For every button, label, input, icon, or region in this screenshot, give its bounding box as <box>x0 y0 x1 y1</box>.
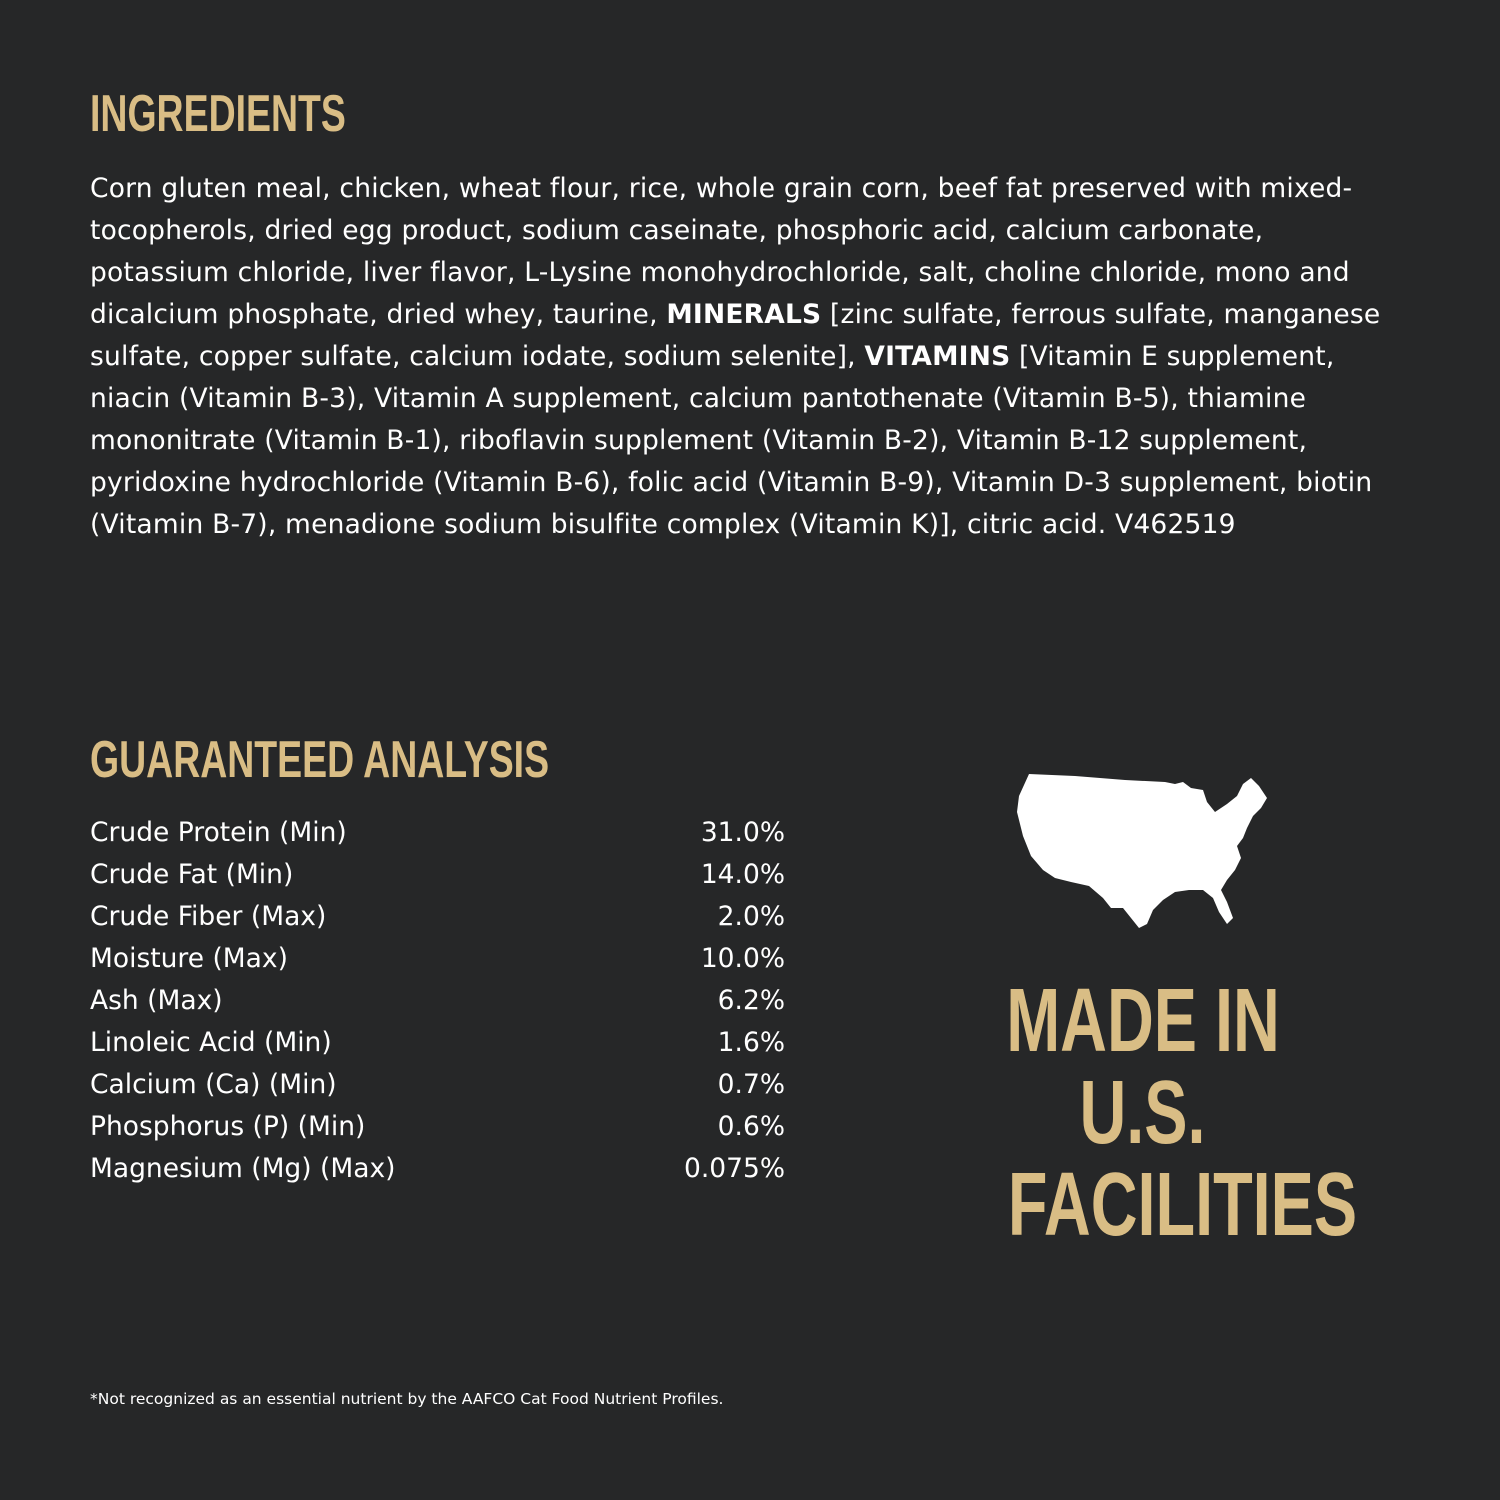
nutrient-label: Ash (Max) <box>90 985 223 1016</box>
ingredients-part-2: [zinc sulfate, ferrous sulfate, manganes… <box>90 299 1381 372</box>
nutrient-label: Phosphorus (P) (Min) <box>90 1111 366 1142</box>
nutrient-value: 31.0% <box>700 817 785 848</box>
nutrient-value: 0.6% <box>717 1111 785 1142</box>
table-row: Linoleic Acid (Min) 1.6% <box>90 1022 785 1064</box>
ingredients-text: Corn gluten meal, chicken, wheat flour, … <box>90 168 1390 546</box>
nutrient-label: Crude Fat (Min) <box>90 859 294 890</box>
badge-line-3: FACILITIES <box>1007 1155 1358 1255</box>
nutrient-label: Moisture (Max) <box>90 943 288 974</box>
nutrient-value: 2.0% <box>717 901 785 932</box>
table-row: Moisture (Max) 10.0% <box>90 938 785 980</box>
table-row: Phosphorus (P) (Min) 0.6% <box>90 1106 785 1148</box>
nutrient-label: Linoleic Acid (Min) <box>90 1027 332 1058</box>
ingredients-part-1: Corn gluten meal, chicken, wheat flour, … <box>90 173 1353 330</box>
table-row: Crude Fat (Min) 14.0% <box>90 854 785 896</box>
table-row: Magnesium (Mg) (Max) 0.075% <box>90 1148 785 1190</box>
badge-line-2: U.S. <box>1079 1063 1206 1163</box>
nutrient-value: 0.075% <box>683 1153 785 1184</box>
table-row: Calcium (Ca) (Min) 0.7% <box>90 1064 785 1106</box>
ingredients-heading: INGREDIENTS <box>90 85 346 143</box>
analysis-table: Crude Protein (Min) 31.0% Crude Fat (Min)… <box>90 812 785 1190</box>
nutrient-value: 1.6% <box>717 1027 785 1058</box>
usa-map-icon <box>1017 774 1267 928</box>
vitamins-label: VITAMINS <box>864 341 1011 372</box>
ingredients-part-3: [Vitamin E supplement, niacin (Vitamin B… <box>90 341 1373 540</box>
table-row: Crude Protein (Min) 31.0% <box>90 812 785 854</box>
nutrient-label: Crude Fiber (Max) <box>90 901 327 932</box>
nutrient-value: 6.2% <box>717 985 785 1016</box>
footnote: *Not recognized as an essential nutrient… <box>90 1390 724 1408</box>
nutrient-value: 0.7% <box>717 1069 785 1100</box>
minerals-label: MINERALS <box>666 299 822 330</box>
table-row: Ash (Max) 6.2% <box>90 980 785 1022</box>
nutrient-value: 10.0% <box>700 943 785 974</box>
nutrient-label: Magnesium (Mg) (Max) <box>90 1153 396 1184</box>
badge-line-1: MADE IN <box>1005 971 1280 1071</box>
nutrient-value: 14.0% <box>700 859 785 890</box>
made-in-us-badge: MADE IN U.S. FACILITIES <box>940 971 1357 1251</box>
nutrient-label: Crude Protein (Min) <box>90 817 347 848</box>
nutrient-label: Calcium (Ca) (Min) <box>90 1069 337 1100</box>
analysis-heading: GUARANTEED ANALYSIS <box>90 731 550 789</box>
table-row: Crude Fiber (Max) 2.0% <box>90 896 785 938</box>
